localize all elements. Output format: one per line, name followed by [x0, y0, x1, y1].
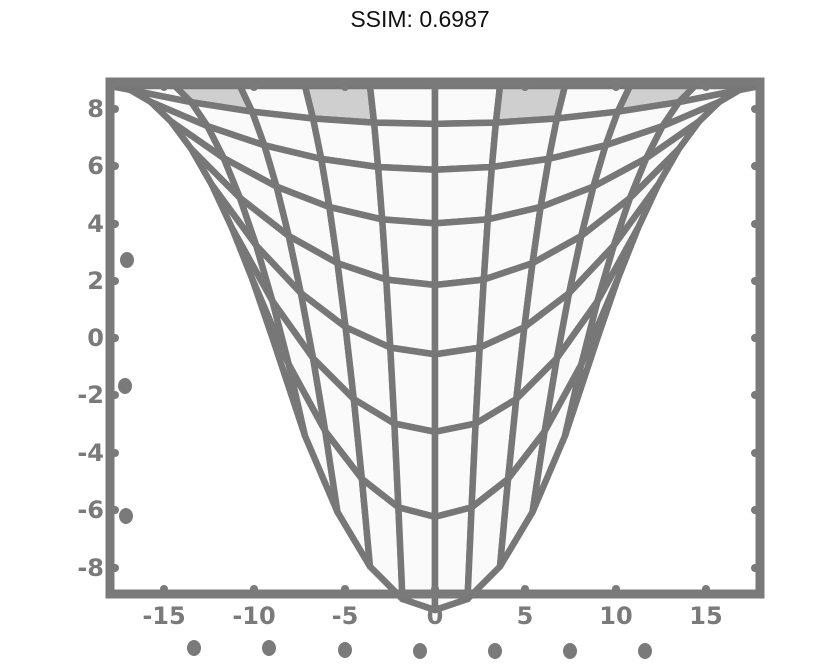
y-tick-label: -6 [77, 496, 104, 524]
y-tick-mark-left [111, 334, 119, 342]
smudge [120, 252, 134, 268]
y-tick-mark-right [751, 277, 759, 285]
smudge [187, 640, 201, 656]
smudge [638, 643, 652, 659]
mesh-cell [374, 163, 439, 227]
x-tick-label: -5 [332, 602, 359, 630]
x-tick-label: -10 [232, 602, 275, 630]
x-tick-mark-bottom [341, 585, 349, 593]
y-tick-label: -4 [77, 439, 104, 467]
smudge [119, 508, 133, 524]
x-tick-mark-top [521, 83, 529, 91]
tick-marks [111, 83, 759, 593]
y-tick-mark-right [751, 105, 759, 113]
x-tick-labels: -15 -10 -5 0 5 10 15 [142, 602, 722, 630]
y-tick-mark-right [751, 334, 759, 342]
smudge [262, 640, 276, 656]
x-tick-mark-bottom [702, 585, 710, 593]
x-tick-mark-top [250, 83, 258, 91]
x-tick-label: 10 [599, 602, 632, 630]
y-tick-mark-left [111, 220, 119, 228]
y-tick-label: 0 [87, 324, 104, 352]
y-tick-label: -2 [77, 381, 104, 409]
x-tick-mark-bottom [431, 585, 439, 593]
y-tick-mark-left [111, 391, 119, 399]
y-tick-label: 6 [87, 152, 104, 180]
x-tick-label: 0 [427, 602, 444, 630]
y-tick-label: 4 [87, 210, 104, 238]
y-tick-mark-right [751, 220, 759, 228]
y-tick-mark-left [111, 162, 119, 170]
mesh-cell [431, 276, 488, 358]
y-tick-label: -8 [77, 554, 104, 582]
y-tick-mark-right [751, 564, 759, 572]
axes-frame [105, 77, 765, 599]
smudge [413, 643, 427, 659]
y-tick-mark-left [111, 277, 119, 285]
y-tick-mark-right [751, 449, 759, 457]
smudge [338, 642, 352, 658]
mesh-cell [383, 276, 439, 358]
y-tick-mark-right [751, 391, 759, 399]
mesh-cell [561, 275, 622, 440]
mesh-cell [431, 119, 500, 174]
mesh-grid [106, 82, 764, 614]
smudge [563, 643, 577, 659]
mesh-cell [431, 82, 504, 128]
mesh-cell [431, 163, 496, 227]
y-tick-mark-left [111, 564, 119, 572]
mesh-cell [370, 119, 439, 174]
smudge [118, 378, 132, 394]
x-tick-mark-bottom [612, 585, 620, 593]
x-tick-mark-top [341, 83, 349, 91]
y-tick-label: 2 [87, 267, 104, 295]
y-tick-mark-right [751, 162, 759, 170]
y-tick-mark-left [111, 105, 119, 113]
mesh-cell [378, 216, 439, 289]
x-tick-label: 15 [689, 602, 722, 630]
y-tick-mark-left [111, 506, 119, 514]
x-tick-label: -15 [142, 602, 185, 630]
x-tick-mark-bottom [250, 585, 258, 593]
x-tick-mark-bottom [521, 585, 529, 593]
mesh-cell [366, 82, 439, 128]
x-tick-mark-top [431, 83, 439, 91]
image-title: SSIM: 0.6987 [350, 6, 490, 32]
x-tick-mark-top [612, 83, 620, 91]
mesh-cell [387, 344, 439, 436]
y-tick-mark-left [111, 449, 119, 457]
y-tick-labels: 8 6 4 2 0 -2 -4 -6 -8 [77, 95, 104, 582]
x-tick-mark-bottom [160, 585, 168, 593]
x-tick-label: 5 [517, 602, 534, 630]
y-tick-label: 8 [87, 95, 104, 123]
mesh-cell [391, 420, 439, 521]
smudge [488, 643, 502, 659]
x-tick-mark-top [702, 83, 710, 91]
x-tick-mark-top [160, 83, 168, 91]
mesh-cell [431, 216, 492, 289]
y-tick-mark-right [751, 506, 759, 514]
bottom-smudges [118, 252, 652, 659]
